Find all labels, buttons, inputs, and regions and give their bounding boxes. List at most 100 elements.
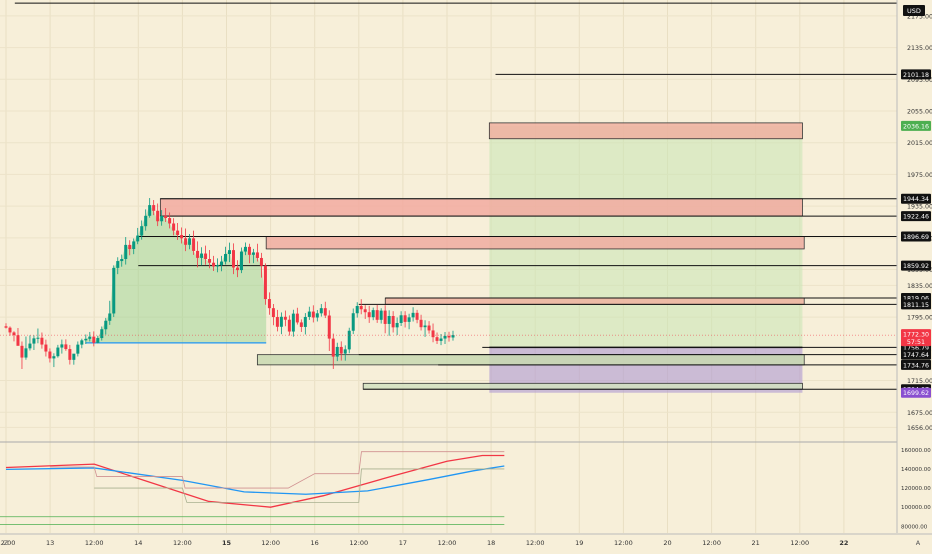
candle-body — [28, 343, 32, 349]
candle-body — [204, 253, 208, 260]
price-label-box — [901, 359, 931, 370]
candle-body — [188, 238, 192, 245]
candle-body — [192, 238, 196, 251]
candle-body — [36, 337, 40, 339]
candle-body — [196, 250, 200, 258]
candle-body — [451, 335, 455, 338]
candle-body — [379, 310, 383, 320]
candle-body — [88, 336, 92, 339]
candle-body — [216, 265, 220, 267]
candle-body — [315, 313, 319, 318]
last-price-value: 1772.30 — [903, 332, 929, 339]
candle-body — [331, 338, 335, 357]
candle-body — [367, 312, 371, 318]
time-tick-label: 12:00 — [790, 539, 809, 547]
price-label-box — [901, 299, 931, 310]
indicator-tick-label: 100000.00 — [901, 505, 931, 511]
candle-body — [212, 262, 216, 267]
candle-body — [431, 330, 435, 338]
candle-body — [387, 316, 391, 324]
price-label-box — [901, 231, 931, 242]
time-tick-label: 12:00 — [85, 539, 104, 547]
candle-body — [435, 337, 439, 341]
candle-body — [4, 326, 8, 328]
candle-body — [287, 319, 291, 332]
candle-body — [184, 238, 188, 245]
time-tick-label: 12:00 — [173, 539, 192, 547]
candle-body — [208, 259, 212, 263]
price-label-text: 2036.16 — [903, 123, 929, 130]
candle-body — [351, 313, 355, 331]
candle-body — [335, 346, 339, 357]
candle-body — [391, 316, 395, 328]
candle-body — [443, 335, 447, 339]
candle-body — [447, 335, 451, 338]
time-tick-label: 12:00 — [0, 539, 15, 547]
candle-body — [16, 335, 20, 346]
candle-body — [160, 215, 164, 222]
price-label-box — [901, 260, 931, 271]
candle-body — [403, 315, 407, 322]
time-tick-label: 12:00 — [349, 539, 368, 547]
time-tick-label: 12:00 — [526, 539, 545, 547]
candle-body — [20, 345, 24, 358]
price-label-text: 1699.62 — [903, 390, 929, 397]
candle-body — [148, 205, 152, 216]
candle-body — [80, 340, 84, 345]
price-tick-label: 2015.00 — [907, 140, 932, 147]
candle-body — [415, 312, 419, 320]
candle-body — [108, 313, 112, 321]
time-tick-label: 17 — [399, 539, 407, 547]
zone-box — [362, 382, 803, 390]
candle-body — [144, 215, 148, 227]
time-tick-label: 16 — [311, 539, 319, 547]
candle-body — [247, 246, 251, 255]
price-label-box — [901, 387, 931, 398]
time-tick-label: 22 — [839, 539, 848, 547]
candle-body — [12, 332, 16, 336]
candle-body — [319, 308, 323, 314]
candle-body — [124, 244, 128, 260]
candle-body — [263, 265, 267, 300]
candle-body — [176, 230, 180, 235]
zone-box — [384, 297, 805, 305]
zone-box — [256, 354, 805, 366]
time-tick-label: 15 — [222, 539, 232, 547]
indicator-series-line — [50, 451, 505, 489]
time-tick-label: 12:00 — [438, 539, 457, 547]
candle-body — [235, 267, 239, 271]
price-tick-label: 1795.00 — [907, 315, 932, 322]
candle-body — [220, 261, 224, 266]
candle-body — [419, 319, 423, 328]
candle-body — [100, 329, 104, 339]
candle-body — [323, 308, 327, 316]
candle-body — [243, 246, 247, 252]
candle-body — [255, 252, 259, 258]
candle-body — [200, 253, 204, 258]
candle-body — [299, 322, 303, 327]
candle-body — [339, 346, 343, 354]
candle-body — [72, 353, 76, 360]
price-tick-label: 1675.00 — [907, 410, 932, 417]
candle-body — [76, 344, 80, 354]
candle-body — [359, 306, 363, 310]
candle-body — [327, 315, 331, 339]
candle-body — [64, 344, 68, 350]
indicator-series-line — [5, 454, 505, 508]
candle-body — [383, 310, 387, 324]
candle-body — [132, 241, 136, 250]
candle-body — [399, 315, 403, 323]
price-label-text: 1896.69 — [903, 234, 929, 241]
price-tick-label: 1835.00 — [907, 283, 932, 290]
candle-body — [84, 338, 88, 341]
time-tick-label: 12:00 — [702, 539, 721, 547]
candle-body — [44, 344, 48, 352]
price-label-text: 1944.34 — [903, 196, 929, 203]
auto-scale-button: A — [916, 539, 921, 547]
price-label-box — [901, 349, 931, 360]
time-tick-label: 13 — [46, 539, 54, 547]
time-tick-label: 12:00 — [261, 539, 280, 547]
candle-body — [60, 344, 64, 348]
